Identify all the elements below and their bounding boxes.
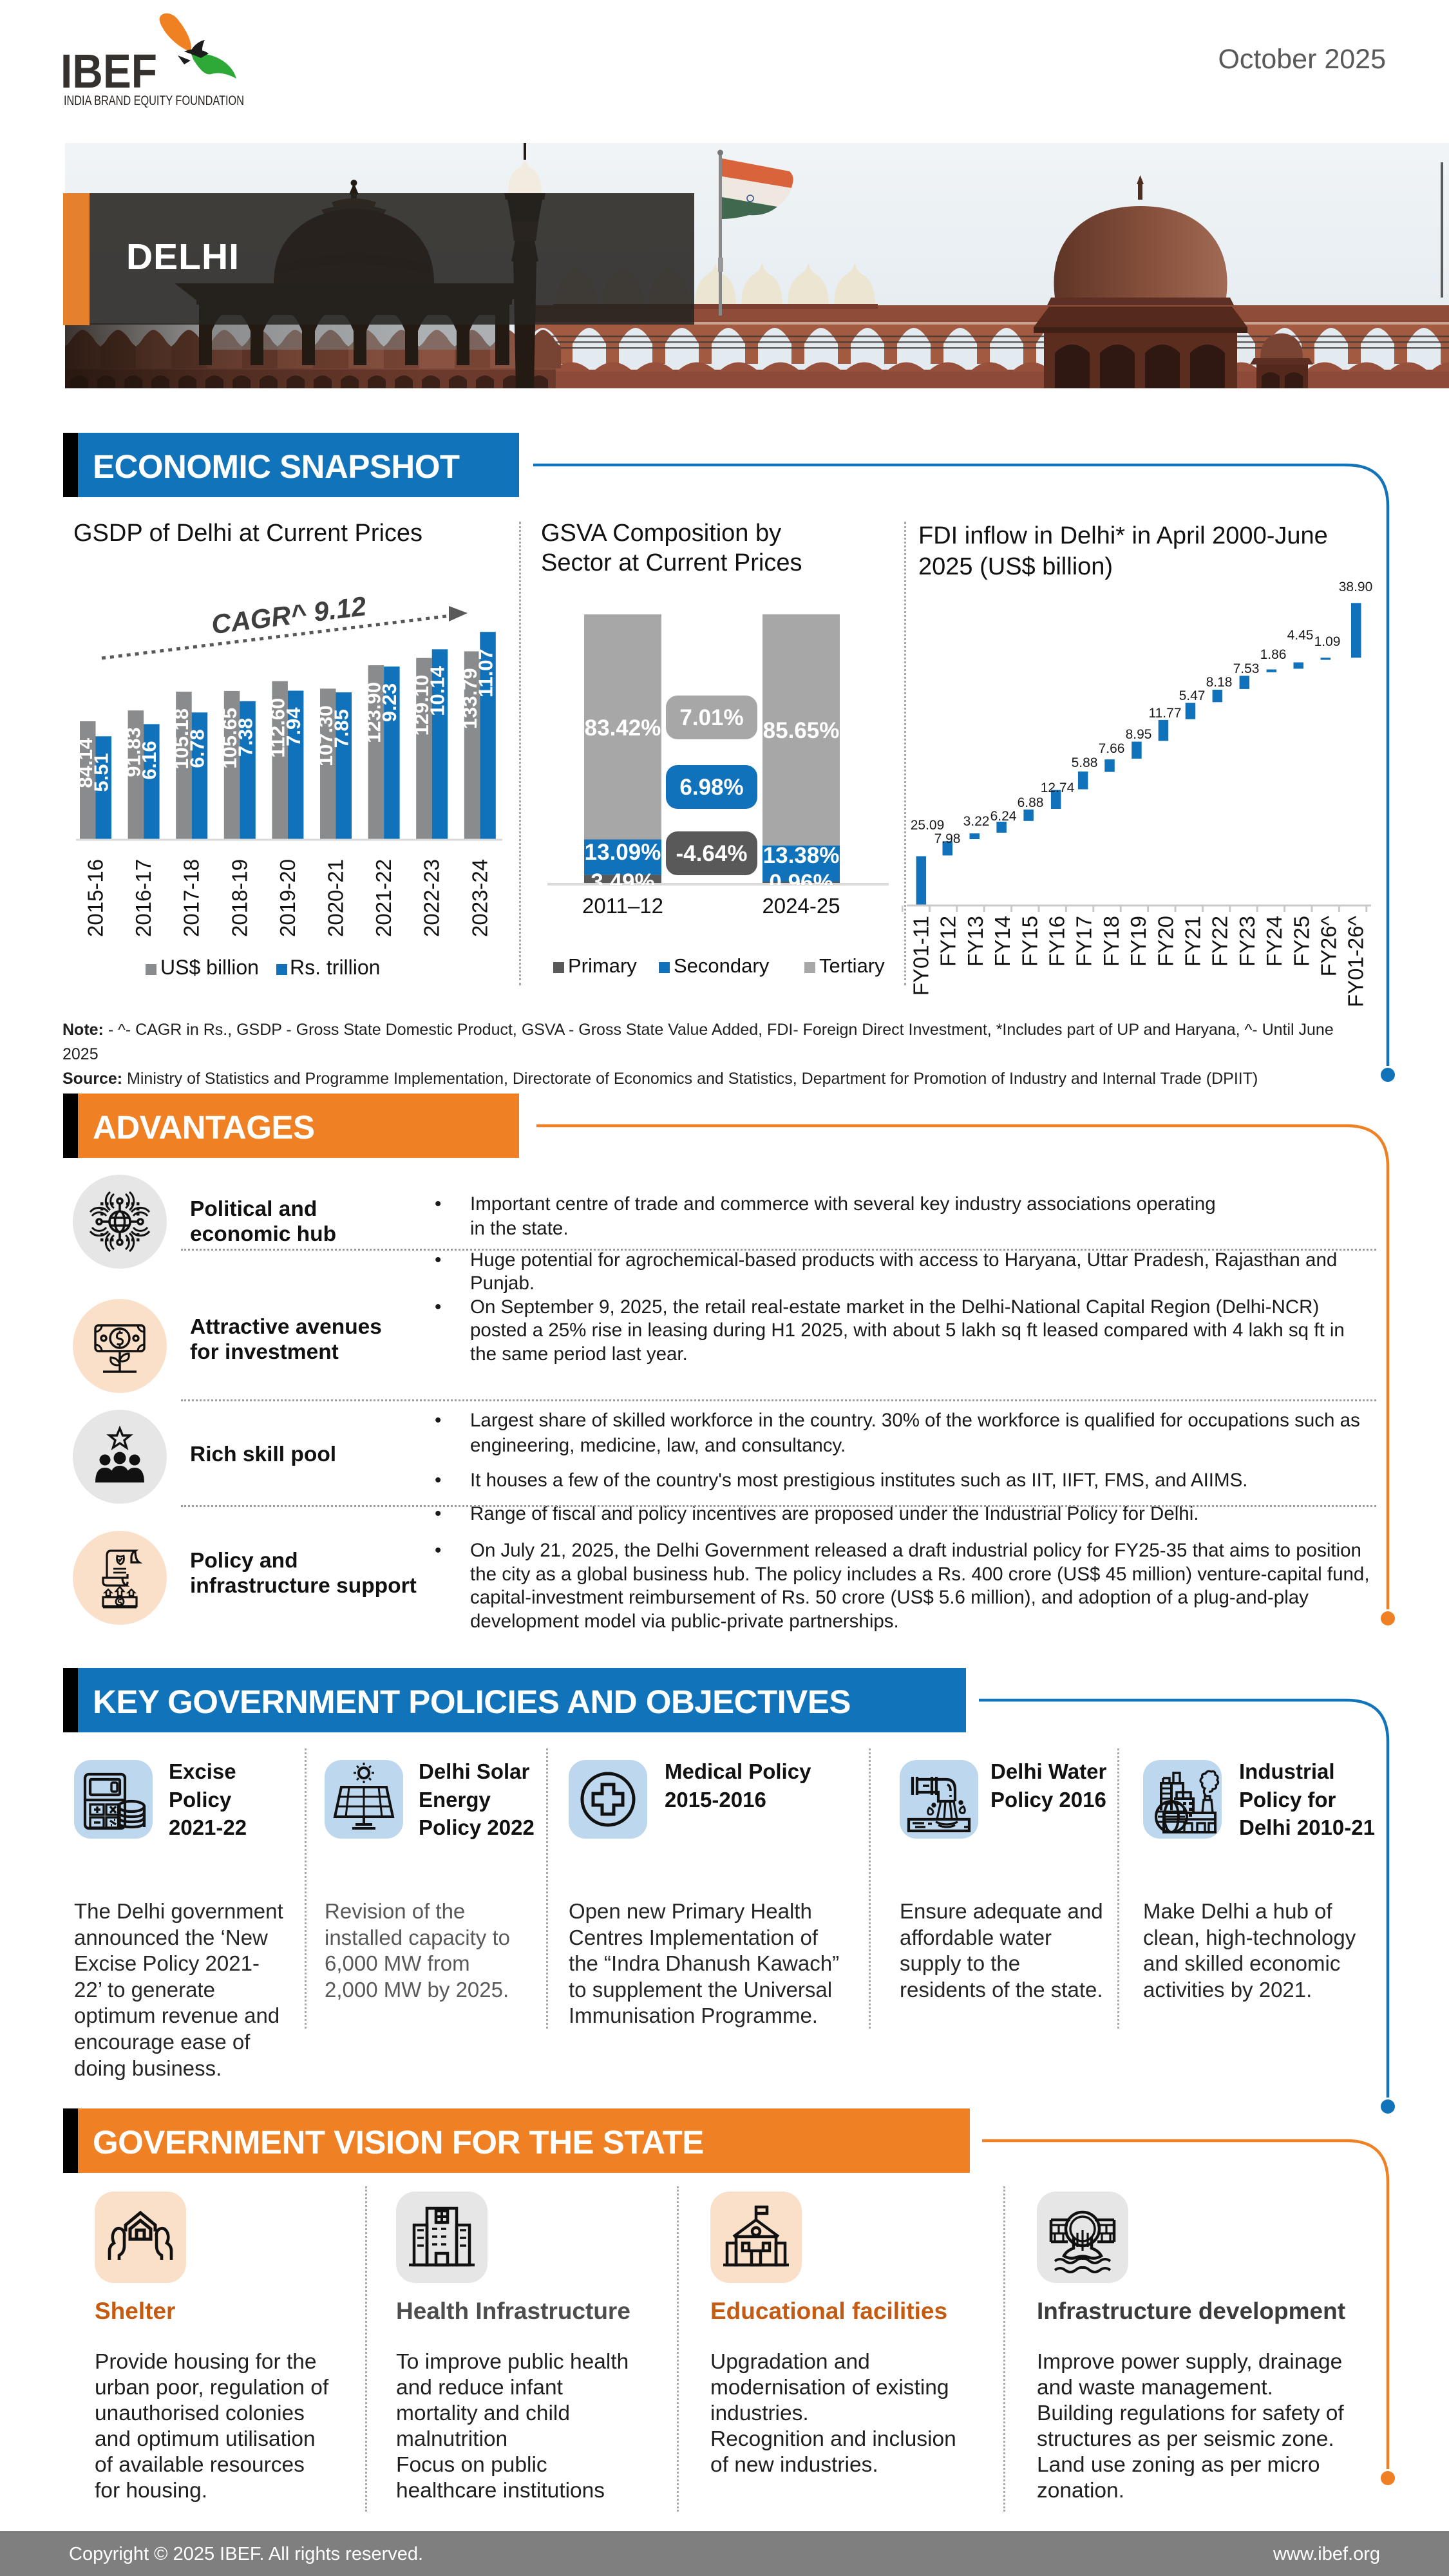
svg-text:2017-18: 2017-18 [180, 859, 204, 937]
svg-text:2019-20: 2019-20 [276, 859, 299, 937]
svg-text:-4.64%: -4.64% [676, 841, 748, 866]
svg-text:38.90: 38.90 [1339, 580, 1373, 594]
svg-text:25.09: 25.09 [911, 818, 945, 833]
svg-text:105.18: 105.18 [170, 708, 193, 770]
svg-text:Primary: Primary [568, 954, 637, 977]
svg-text:2022-23: 2022-23 [420, 859, 444, 937]
svg-text:6.88: 6.88 [1018, 795, 1044, 810]
svg-text:3.22: 3.22 [963, 814, 990, 829]
svg-text:11.07: 11.07 [474, 649, 497, 697]
svg-text:2015-16: 2015-16 [84, 859, 108, 937]
svg-text:FY01-11: FY01-11 [909, 916, 933, 996]
svg-text:133.79: 133.79 [459, 668, 481, 729]
svg-text:129.10: 129.10 [410, 675, 433, 736]
svg-text:FY23: FY23 [1235, 916, 1259, 967]
svg-text:US$ billion: US$ billion [160, 956, 259, 979]
svg-text:FY20: FY20 [1153, 916, 1177, 967]
svg-text:Secondary: Secondary [674, 954, 770, 977]
svg-text:FY21: FY21 [1181, 916, 1205, 967]
svg-text:7.85: 7.85 [330, 709, 353, 748]
svg-text:2024-25: 2024-25 [762, 894, 840, 918]
svg-text:FY15: FY15 [1018, 916, 1041, 967]
svg-text:FY14: FY14 [990, 916, 1014, 967]
svg-text:2018-19: 2018-19 [227, 859, 251, 937]
svg-text:CAGR^ 9.12: CAGR^ 9.12 [210, 591, 368, 639]
svg-text:2016-17: 2016-17 [131, 859, 155, 937]
svg-text:7.53: 7.53 [1233, 661, 1260, 676]
svg-text:85.65%: 85.65% [763, 718, 840, 743]
svg-text:FDI inflow in Delhi* in April: FDI inflow in Delhi* in April 2000-June [918, 522, 1328, 549]
svg-text:FY25: FY25 [1289, 916, 1313, 967]
svg-text:1.86: 1.86 [1260, 647, 1287, 662]
svg-text:7.94: 7.94 [282, 707, 305, 746]
svg-text:83.42%: 83.42% [585, 715, 661, 741]
svg-text:11.77: 11.77 [1149, 706, 1182, 721]
svg-text:107.30: 107.30 [314, 705, 337, 766]
svg-text:6.16: 6.16 [138, 741, 160, 779]
svg-text:FY01-26^: FY01-26^ [1344, 915, 1368, 1007]
svg-text:91.83: 91.83 [122, 727, 145, 777]
svg-text:INDIA BRAND EQUITY FOUNDATION: INDIA BRAND EQUITY FOUNDATION [64, 93, 244, 108]
svg-text:0.96%: 0.96% [769, 870, 833, 895]
svg-text:FY22: FY22 [1208, 916, 1232, 967]
svg-text:6.98%: 6.98% [679, 775, 743, 800]
svg-text:123.90: 123.90 [363, 682, 385, 743]
svg-text:105.65: 105.65 [218, 708, 241, 769]
svg-text:13.38%: 13.38% [763, 843, 840, 868]
svg-text:FY19: FY19 [1126, 916, 1150, 967]
svg-text:5.47: 5.47 [1179, 688, 1206, 703]
svg-text:Sector at Current Prices: Sector at Current Prices [541, 549, 802, 576]
svg-text:3.49%: 3.49% [591, 869, 654, 895]
svg-text:6.78: 6.78 [186, 729, 209, 768]
svg-text:10.14: 10.14 [426, 666, 449, 716]
svg-text:7.66: 7.66 [1099, 741, 1125, 756]
svg-text:9.23: 9.23 [378, 683, 401, 722]
svg-text:7.38: 7.38 [234, 718, 256, 757]
svg-text:112.60: 112.60 [266, 698, 289, 758]
svg-text:84.14: 84.14 [74, 737, 97, 788]
svg-text:FY17: FY17 [1072, 916, 1096, 967]
svg-text:Rs. trillion: Rs. trillion [290, 956, 380, 979]
svg-text:FY12: FY12 [936, 916, 960, 967]
svg-text:2025 (US$ billion): 2025 (US$ billion) [918, 553, 1113, 580]
svg-text:12.74: 12.74 [1041, 781, 1075, 795]
svg-text:2011–12: 2011–12 [582, 894, 663, 918]
svg-text:2021-22: 2021-22 [372, 859, 395, 937]
svg-text:5.88: 5.88 [1072, 755, 1098, 770]
svg-text:2023-24: 2023-24 [468, 859, 491, 937]
svg-text:7.98: 7.98 [934, 831, 961, 846]
svg-text:2020-21: 2020-21 [324, 859, 348, 937]
svg-text:FY24: FY24 [1262, 916, 1286, 967]
svg-text:6.24: 6.24 [990, 809, 1017, 824]
svg-text:7.01%: 7.01% [679, 705, 743, 730]
svg-text:GSDP of Delhi at Current Price: GSDP of Delhi at Current Prices [73, 520, 422, 547]
svg-text:8.18: 8.18 [1206, 675, 1233, 690]
svg-text:Tertiary: Tertiary [819, 954, 885, 977]
svg-text:IBEF: IBEF [61, 44, 157, 98]
svg-text:8.95: 8.95 [1126, 727, 1152, 742]
svg-text:FY18: FY18 [1099, 916, 1123, 967]
svg-text:GSVA Composition by: GSVA Composition by [541, 520, 781, 547]
svg-text:13.09%: 13.09% [585, 840, 661, 865]
svg-text:4.45: 4.45 [1287, 628, 1314, 643]
svg-text:1.09: 1.09 [1314, 634, 1341, 649]
svg-text:FY26^: FY26^ [1317, 915, 1341, 976]
svg-text:FY16: FY16 [1045, 916, 1069, 967]
svg-text:FY13: FY13 [963, 916, 987, 967]
svg-text:5.51: 5.51 [90, 753, 113, 791]
